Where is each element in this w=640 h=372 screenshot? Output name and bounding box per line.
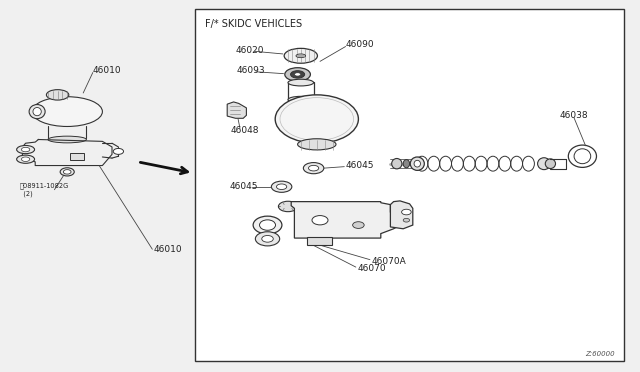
Polygon shape <box>291 202 400 238</box>
Ellipse shape <box>353 222 364 228</box>
Text: F/* SKIDC VEHICLES: F/* SKIDC VEHICLES <box>205 19 302 29</box>
Ellipse shape <box>294 73 301 76</box>
Ellipse shape <box>46 90 69 100</box>
Ellipse shape <box>312 216 328 225</box>
Text: 46038: 46038 <box>560 111 589 120</box>
Bar <box>70 153 84 160</box>
Ellipse shape <box>545 159 556 169</box>
Ellipse shape <box>17 145 35 154</box>
Ellipse shape <box>402 209 412 215</box>
Text: 46045: 46045 <box>346 161 374 170</box>
Text: 46045: 46045 <box>229 182 258 190</box>
Ellipse shape <box>574 149 591 164</box>
Text: 46070: 46070 <box>357 264 386 273</box>
Polygon shape <box>227 102 246 118</box>
Ellipse shape <box>278 201 298 212</box>
Text: 46070A: 46070A <box>371 257 406 266</box>
Ellipse shape <box>253 216 282 234</box>
Ellipse shape <box>288 79 314 86</box>
Text: 46010: 46010 <box>154 245 182 254</box>
Polygon shape <box>390 201 413 229</box>
Ellipse shape <box>410 157 424 170</box>
Text: Z:60000: Z:60000 <box>585 351 614 357</box>
Ellipse shape <box>291 71 305 78</box>
Ellipse shape <box>32 97 102 126</box>
Ellipse shape <box>48 136 86 143</box>
Ellipse shape <box>538 158 550 170</box>
Ellipse shape <box>403 160 410 168</box>
Ellipse shape <box>414 160 420 167</box>
Ellipse shape <box>285 68 310 81</box>
Ellipse shape <box>63 170 71 174</box>
Text: 46048: 46048 <box>230 126 259 135</box>
Ellipse shape <box>271 181 292 192</box>
Ellipse shape <box>392 158 402 169</box>
Ellipse shape <box>262 235 273 242</box>
Ellipse shape <box>303 163 324 174</box>
Text: ⓝ08911-1082G
  (2): ⓝ08911-1082G (2) <box>19 183 68 197</box>
Ellipse shape <box>260 220 275 230</box>
Ellipse shape <box>113 148 124 154</box>
Bar <box>307 237 332 245</box>
Ellipse shape <box>288 96 314 103</box>
Text: 46010: 46010 <box>93 66 122 75</box>
Ellipse shape <box>276 184 287 190</box>
Ellipse shape <box>22 157 30 161</box>
Ellipse shape <box>284 48 317 63</box>
Ellipse shape <box>403 218 410 222</box>
Text: 46090: 46090 <box>346 40 374 49</box>
Text: 46093: 46093 <box>237 66 266 75</box>
Ellipse shape <box>29 105 45 119</box>
Ellipse shape <box>60 168 74 176</box>
Text: 46020: 46020 <box>236 46 264 55</box>
Ellipse shape <box>17 155 35 163</box>
Bar <box>195 9 624 361</box>
Ellipse shape <box>22 147 30 152</box>
Ellipse shape <box>255 232 280 246</box>
Ellipse shape <box>568 145 596 167</box>
Ellipse shape <box>298 139 336 150</box>
Ellipse shape <box>33 108 41 116</box>
Ellipse shape <box>296 54 306 58</box>
Ellipse shape <box>308 165 319 171</box>
Ellipse shape <box>275 95 358 143</box>
